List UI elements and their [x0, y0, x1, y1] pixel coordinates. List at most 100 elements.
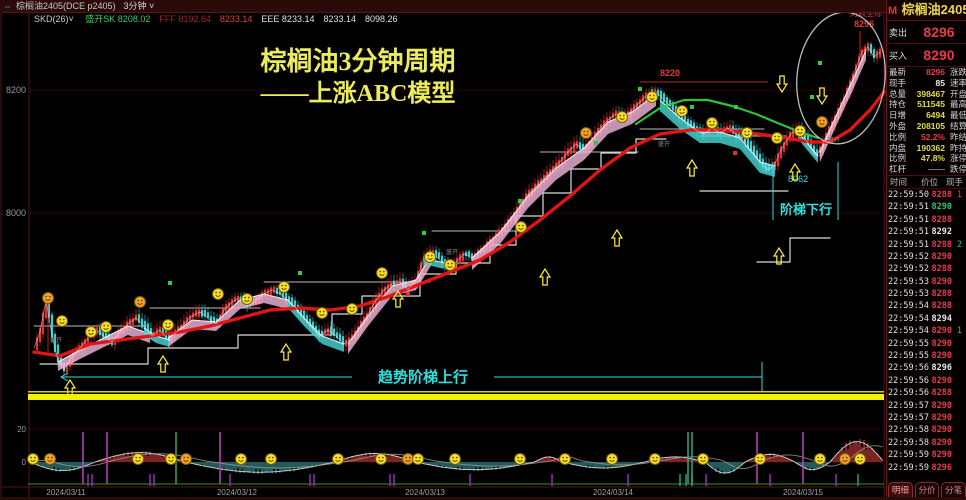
- tick-price: 8290: [931, 351, 952, 362]
- svg-text:8062: 8062: [788, 174, 808, 184]
- tick-price: 8290: [931, 413, 952, 423]
- svg-text:盛开: 盛开: [50, 336, 62, 344]
- indicator-value: 8098.26: [365, 14, 398, 24]
- tick-time: 22:59:55: [888, 351, 929, 362]
- quote-value: 47.8%: [920, 153, 945, 164]
- quote-label-2: 最高: [949, 99, 966, 110]
- tick-volume: [952, 449, 962, 461]
- tick-time: 22:59:56: [888, 388, 929, 399]
- tick-row: 22:59:54 8294: [887, 313, 966, 325]
- tick-volume: [952, 313, 962, 325]
- quote-label-2: 最低: [949, 110, 966, 121]
- tick-time: 22:59:56: [888, 375, 929, 386]
- contract-header[interactable]: M 棕榈油2405: [887, 0, 966, 21]
- tick-volume: [952, 462, 962, 474]
- quote-row: 杠杆 —— 跌停: [887, 164, 966, 175]
- tick-price: 8288: [931, 214, 952, 225]
- tick-row: 22:59:54 8288: [887, 300, 966, 312]
- indicator-value: 8233.14: [323, 14, 357, 24]
- period-selector[interactable]: 3分钟 ˅: [123, 1, 155, 11]
- tick-time: 22:59:57: [888, 400, 929, 411]
- quote-label: 比例: [889, 153, 907, 164]
- tick-row: 22:59:57 8290: [887, 400, 966, 412]
- tick-time: 22:59:51: [888, 214, 929, 225]
- tick-volume: [952, 201, 962, 213]
- tick-row: 22:59:51 8288: [887, 214, 966, 226]
- quote-value: 6494: [926, 110, 945, 121]
- tick-price: 8294: [931, 313, 952, 324]
- tick-row: 22:59:51 8290: [887, 201, 966, 213]
- tick-volume: [952, 375, 962, 387]
- tick-volume: [952, 288, 962, 300]
- tick-price: 8290: [931, 326, 952, 337]
- tick-row: 22:59:53 8290: [887, 276, 966, 288]
- tick-volume: [952, 214, 962, 226]
- window-titlebar: ⇔ 棕榈油2405(DCE p2405) 3分钟 ˅: [0, 0, 886, 13]
- svg-text:8000: 8000: [6, 208, 26, 218]
- tick-volume: [952, 251, 962, 263]
- tick-time: 22:59:52: [888, 264, 929, 275]
- tick-time: 22:59:53: [888, 276, 929, 287]
- tick-row: 22:59:56 8288: [887, 387, 966, 399]
- tick-price: 8288: [931, 189, 952, 200]
- tick-volume: [952, 300, 962, 312]
- window-left-border: [0, 0, 2, 500]
- tick-price: 8288: [931, 239, 952, 250]
- tick-volume: [952, 263, 962, 275]
- svg-text:2024/03/15: 2024/03/15: [783, 488, 824, 497]
- quote-row: 持仓 511545 最高: [887, 99, 966, 110]
- quote-label-2: 涨跌: [949, 67, 966, 77]
- tab-分价[interactable]: 分价: [914, 482, 940, 497]
- tab-明细[interactable]: 明细: [888, 482, 913, 497]
- tick-row: 22:59:59 8290: [887, 449, 966, 461]
- tick-volume: [952, 412, 962, 424]
- market-badge: M: [888, 5, 898, 17]
- tick-price: 8288: [931, 289, 952, 300]
- quote-value: ——: [927, 164, 945, 175]
- tick-price: 8290: [931, 375, 952, 386]
- bid-price[interactable]: 8290: [923, 47, 955, 63]
- tick-price: 8290: [931, 251, 952, 262]
- quote-stats: 最新 8296 涨跌 现手 85 速率 总量 398467 开盘 持仓 511545 最高 日增 6494…: [887, 67, 966, 176]
- tick-col-header: 价位: [921, 176, 939, 187]
- tick-volume: [952, 226, 962, 238]
- tick-col-header: 时间: [890, 176, 908, 187]
- tick-price: 8288: [931, 388, 952, 399]
- svg-text:2024/03/11: 2024/03/11: [46, 488, 86, 497]
- quote-value: 52.2%: [920, 131, 945, 142]
- tick-volume: 1: [956, 189, 962, 200]
- tick-time: 22:59:51: [888, 227, 929, 238]
- window-restore-icon[interactable]: ⇔: [3, 1, 12, 11]
- ask-row[interactable]: 卖出 8296: [887, 21, 966, 44]
- tick-time: 22:59:54: [888, 313, 929, 324]
- tab-分笔[interactable]: 分笔: [941, 482, 966, 497]
- tick-row: 22:59:50 8288 1: [887, 189, 966, 201]
- tick-time: 22:59:59: [888, 462, 929, 473]
- indicator-name-dropdown[interactable]: SKD(26)˅: [34, 14, 74, 24]
- quote-row: 现手 85 速率: [887, 78, 966, 89]
- tick-time: 22:59:51: [888, 239, 929, 250]
- quote-row: 内盘 190362 昨持: [887, 143, 966, 154]
- tick-time: 22:59:50: [888, 189, 929, 200]
- quote-label: 杠杆: [889, 164, 907, 175]
- tick-volume: [952, 437, 962, 449]
- indicator-value: 8233.14: [219, 14, 253, 24]
- tick-col-header: 现手: [946, 176, 964, 187]
- tick-row: 22:59:52 8290: [887, 251, 966, 263]
- tick-price: 8290: [931, 338, 952, 349]
- tick-time: 22:59:54: [888, 326, 929, 337]
- quote-value: 208105: [916, 120, 945, 131]
- bid-row[interactable]: 买入 8290: [887, 44, 966, 67]
- svg-text:2024/03/12: 2024/03/12: [217, 488, 258, 497]
- tick-price: 8292: [931, 227, 952, 238]
- svg-text:20: 20: [17, 425, 26, 434]
- svg-text:2024/03/13: 2024/03/13: [405, 488, 446, 497]
- tick-volume: [952, 338, 962, 350]
- tick-list[interactable]: 22:59:50 8288 1 22:59:51 8290 22:59:51 8288 22:…: [887, 189, 966, 476]
- panel-tabs: 明细 分价 分笔: [887, 482, 966, 497]
- quote-value: 190362: [916, 142, 945, 153]
- tick-time: 22:59:53: [888, 289, 929, 300]
- ask-price[interactable]: 8296: [923, 24, 955, 40]
- bid-label: 买入: [889, 50, 908, 61]
